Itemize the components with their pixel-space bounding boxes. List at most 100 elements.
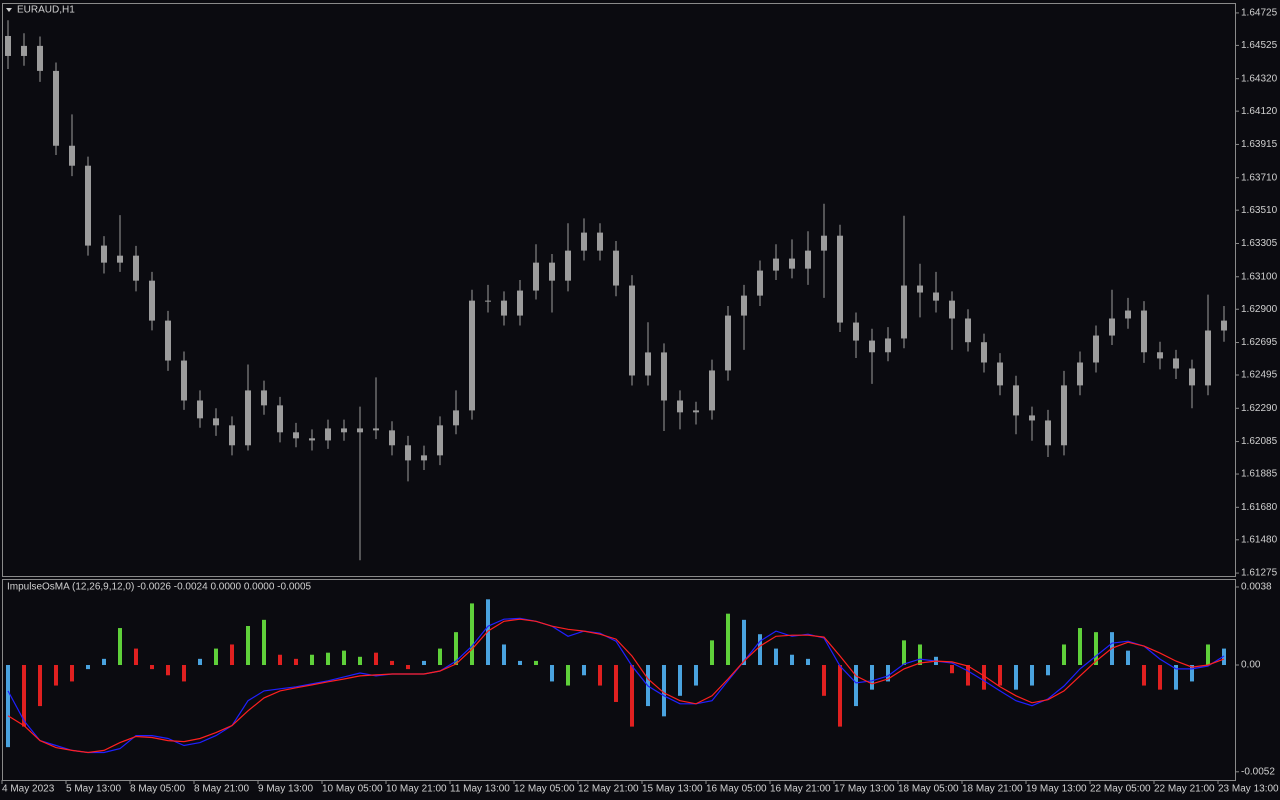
candle-body	[821, 235, 827, 251]
candle-body	[869, 340, 875, 353]
candle-body	[1109, 318, 1115, 336]
candle-body	[501, 300, 507, 316]
candle-body	[1077, 362, 1083, 386]
candle-body	[85, 165, 91, 246]
histogram-bar	[1030, 665, 1034, 686]
y-tick-label: 1.63305	[1241, 238, 1278, 249]
histogram-bar	[1174, 665, 1178, 690]
candle-body	[853, 322, 859, 341]
histogram-bar	[1126, 650, 1130, 666]
histogram-bar	[1014, 665, 1018, 690]
histogram-bar	[326, 652, 330, 666]
candle-body	[213, 418, 219, 426]
x-tick-label: 12 May 05:00	[514, 784, 575, 795]
histogram-bar	[230, 644, 234, 666]
histogram-bar	[726, 613, 730, 666]
y-tick-label: 1.62695	[1241, 337, 1278, 348]
histogram-bar	[630, 665, 634, 727]
candle-body	[1157, 352, 1163, 359]
candle-body	[389, 430, 395, 446]
histogram-bar	[1190, 665, 1194, 682]
indicator-pane	[2, 579, 1236, 781]
candle-body	[181, 360, 187, 401]
x-tick-label: 22 May 21:00	[1154, 784, 1215, 795]
candle-body	[1061, 385, 1067, 446]
histogram-bar	[598, 665, 602, 686]
histogram-bar	[310, 654, 314, 666]
y-tick-label: 1.62900	[1241, 304, 1278, 315]
candle-body	[309, 438, 315, 441]
candle-body	[533, 262, 539, 291]
y-tick-label: 1.64120	[1241, 106, 1278, 117]
histogram-bar	[1046, 665, 1050, 676]
candle-body	[1093, 335, 1099, 363]
candle-body	[197, 400, 203, 419]
histogram-bar	[358, 656, 362, 666]
candle-body	[549, 262, 555, 281]
histogram-bar	[214, 648, 218, 666]
candle-body	[901, 285, 907, 339]
candle-body	[1141, 310, 1147, 353]
candle-body	[1205, 330, 1211, 386]
candle-body	[981, 342, 987, 363]
candle-body	[789, 258, 795, 269]
candle-body	[885, 338, 891, 353]
x-tick-label: 16 May 05:00	[706, 784, 767, 795]
histogram-bar	[374, 652, 378, 666]
x-tick-label: 10 May 05:00	[322, 784, 383, 795]
x-tick-label: 8 May 05:00	[130, 784, 185, 795]
histogram-bar	[566, 665, 570, 686]
histogram-bar	[1078, 628, 1082, 666]
candle-body	[1125, 310, 1131, 319]
x-tick-label: 10 May 21:00	[386, 784, 447, 795]
candle-body	[661, 352, 667, 401]
histogram-bar	[134, 648, 138, 666]
x-tick-label: 17 May 13:00	[834, 784, 895, 795]
candle-body	[277, 405, 283, 433]
histogram-bar	[38, 665, 42, 707]
histogram-bar	[102, 658, 106, 666]
candle-body	[69, 145, 75, 166]
candle-body	[421, 455, 427, 461]
candle-body	[165, 320, 171, 361]
histogram-bar	[886, 665, 890, 682]
histogram-bar	[294, 658, 298, 666]
candle-body	[965, 318, 971, 343]
histogram-bar	[1206, 644, 1210, 666]
candle-body	[437, 425, 443, 456]
signal-line	[7, 618, 1225, 754]
candle-body	[341, 428, 347, 433]
x-tick-label: 15 May 13:00	[642, 784, 703, 795]
histogram-bar	[390, 660, 394, 666]
histogram-bar	[454, 632, 458, 666]
histogram-bar	[998, 665, 1002, 686]
histogram-bar	[854, 665, 858, 707]
x-tick-label: 5 May 13:00	[66, 784, 121, 795]
y-tick-label: 1.63710	[1241, 172, 1278, 183]
histogram-bar	[1158, 665, 1162, 690]
candle-body	[37, 45, 43, 71]
candle-body	[373, 428, 379, 431]
y-tick-label: 1.62085	[1241, 436, 1278, 447]
histogram-bar	[182, 665, 186, 682]
candle-body	[229, 425, 235, 446]
candle-body	[1221, 320, 1227, 331]
x-tick-label: 16 May 21:00	[770, 784, 831, 795]
y-tick-label: 1.61885	[1241, 469, 1278, 480]
candle-body	[805, 250, 811, 269]
candle-body	[485, 300, 491, 302]
symbol-menu-icon[interactable]	[6, 8, 12, 12]
candle-body	[725, 315, 731, 371]
histogram-bar	[150, 665, 154, 670]
candle-body	[517, 290, 523, 316]
y-tick-label: 1.64320	[1241, 73, 1278, 84]
x-tick-label: 12 May 21:00	[578, 784, 639, 795]
y-tick-label: 1.61275	[1241, 568, 1278, 579]
histogram-bar	[662, 665, 666, 717]
candle-body	[261, 390, 267, 406]
histogram-bar	[246, 625, 250, 666]
histogram-bar	[614, 665, 618, 702]
histogram-bar	[166, 665, 170, 676]
histogram-bar	[918, 644, 922, 666]
